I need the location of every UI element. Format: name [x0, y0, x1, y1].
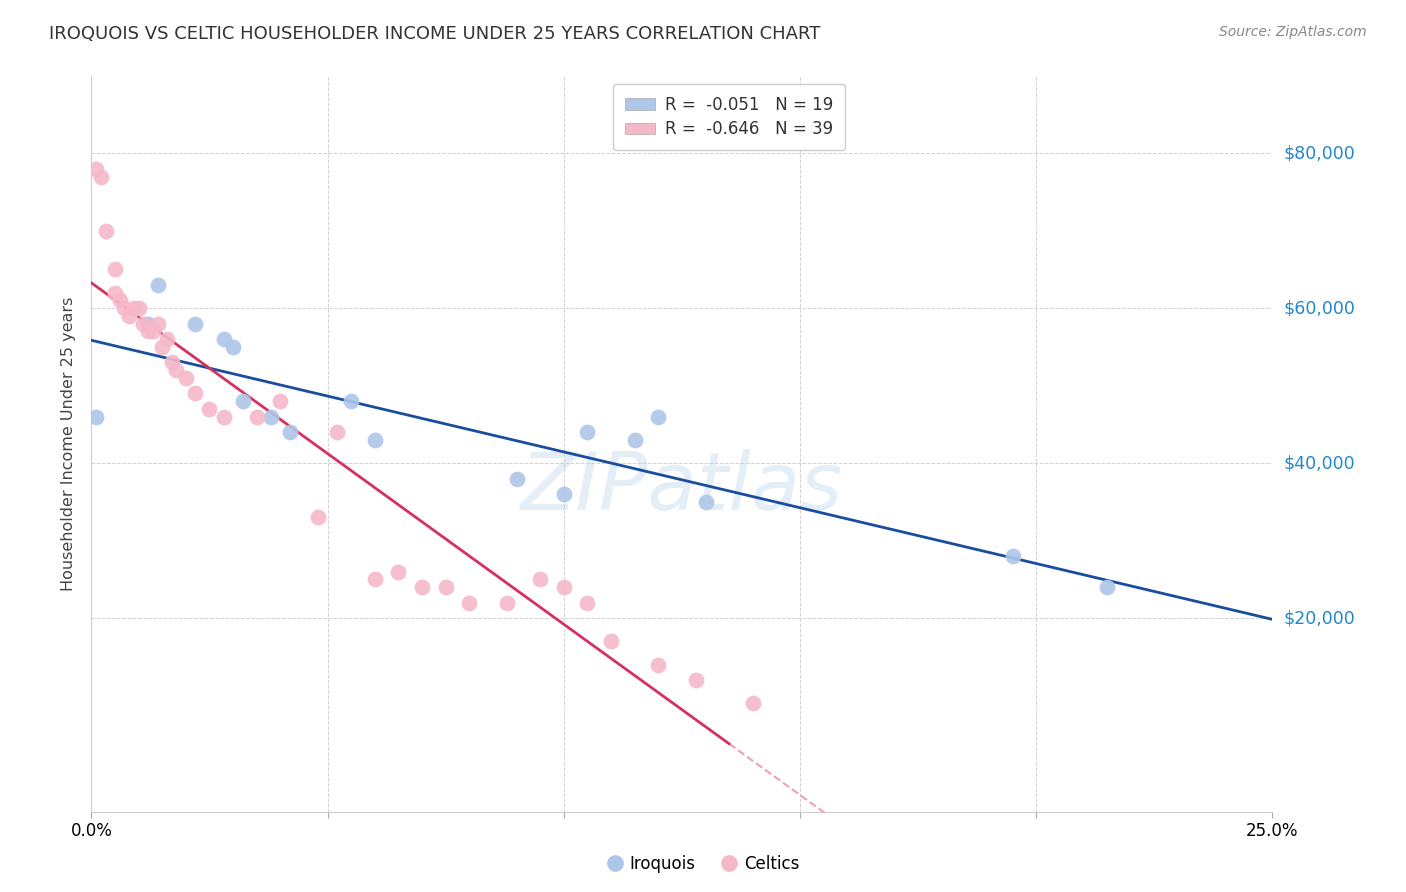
Point [364, 572, 387, 586]
Point [387, 565, 409, 579]
Point [114, 301, 136, 316]
Text: $80,000: $80,000 [1284, 145, 1355, 162]
Point [165, 363, 187, 377]
Point [198, 401, 221, 416]
Point [496, 596, 519, 610]
Point [340, 394, 363, 409]
Point [222, 340, 245, 354]
Point [741, 696, 763, 710]
Point [553, 487, 575, 501]
Text: $60,000: $60,000 [1284, 299, 1355, 318]
Point [142, 325, 165, 339]
Point [132, 317, 155, 331]
Point [136, 317, 159, 331]
Text: ZIPatlas: ZIPatlas [520, 449, 844, 527]
Point [146, 277, 169, 292]
Point [600, 634, 623, 648]
Point [576, 425, 599, 439]
Point [212, 409, 235, 424]
Point [84, 161, 107, 176]
Point [184, 386, 207, 401]
Point [1001, 549, 1024, 563]
Point [104, 262, 127, 277]
Point [685, 673, 707, 687]
Point [529, 572, 551, 586]
Point [84, 409, 107, 424]
Point [260, 409, 283, 424]
Text: Source: ZipAtlas.com: Source: ZipAtlas.com [1219, 25, 1367, 39]
Point [146, 317, 169, 331]
Point [94, 224, 117, 238]
Point [128, 301, 150, 316]
Point [184, 317, 207, 331]
Point [269, 394, 291, 409]
Text: IROQUOIS VS CELTIC HOUSEHOLDER INCOME UNDER 25 YEARS CORRELATION CHART: IROQUOIS VS CELTIC HOUSEHOLDER INCOME UN… [49, 25, 821, 43]
Point [307, 510, 329, 524]
Point [118, 309, 141, 323]
Legend: Iroquois, Celtics: Iroquois, Celtics [600, 848, 806, 880]
Point [150, 340, 173, 354]
Text: $40,000: $40,000 [1284, 454, 1355, 472]
Point [647, 657, 669, 672]
Point [232, 394, 254, 409]
Legend: R =  -0.051   N = 19, R =  -0.646   N = 39: R = -0.051 N = 19, R = -0.646 N = 39 [613, 84, 845, 150]
Point [458, 596, 481, 610]
Point [90, 169, 112, 184]
Point [553, 580, 575, 594]
Point [246, 409, 269, 424]
Point [695, 495, 717, 509]
Point [108, 293, 131, 308]
Point [1095, 580, 1118, 594]
Text: $20,000: $20,000 [1284, 609, 1355, 627]
Point [156, 332, 179, 346]
Point [434, 580, 457, 594]
Point [647, 409, 669, 424]
Point [576, 596, 599, 610]
Y-axis label: Householder Income Under 25 years: Householder Income Under 25 years [60, 296, 76, 591]
Point [174, 371, 197, 385]
Point [505, 472, 527, 486]
Point [212, 332, 235, 346]
Point [326, 425, 349, 439]
Point [364, 433, 387, 447]
Point [411, 580, 433, 594]
Point [104, 285, 127, 300]
Point [160, 355, 183, 369]
Point [278, 425, 301, 439]
Point [136, 325, 159, 339]
Point [623, 433, 645, 447]
Point [122, 301, 145, 316]
